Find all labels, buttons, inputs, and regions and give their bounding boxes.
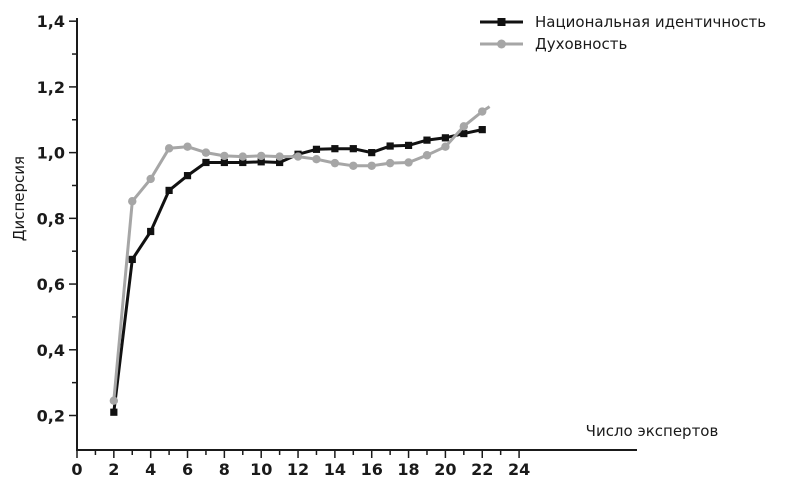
data-point-circle [201,148,211,157]
data-point-square [312,145,321,153]
y-tick-label: 0,2 [37,407,65,426]
x-tick-label: 22 [471,460,493,479]
legend-label: Духовность [535,35,627,53]
legend-label: Национальная идентичность [535,13,766,31]
data-point-circle [459,122,469,131]
data-point-circle [146,174,155,184]
data-point-circle [367,161,376,170]
data-point-square [386,142,394,150]
data-point-square [331,145,339,153]
data-point-square [441,134,449,142]
data-point-circle [257,151,266,161]
x-tick-label: 0 [71,460,82,479]
series-line [112,128,483,413]
data-point-square [478,126,486,134]
data-point-square [349,145,357,153]
data-point-square [183,172,192,180]
data-point-circle [385,158,395,168]
y-tick-label: 1,4 [37,12,65,31]
y-axis-label: Дисперсия [10,156,28,241]
series-2 [109,105,491,405]
y-tick-label: 1,0 [37,144,65,163]
data-point-circle [220,151,229,161]
data-point-square [404,141,413,149]
data-point-circle [422,151,432,160]
x-tick-label: 20 [434,460,456,479]
x-tick-label: 4 [145,460,156,479]
y-tick-label: 0,8 [37,209,65,228]
data-point-circle [164,144,174,153]
data-point-square [368,149,376,157]
series-1 [110,126,486,416]
data-point-circle [404,158,413,167]
data-point-square [128,255,136,264]
data-point-square [165,186,173,195]
data-point-circle [109,396,119,405]
data-point-square [239,158,247,167]
data-point-circle [312,154,321,164]
series-layer [109,105,491,416]
data-point-circle [293,152,303,161]
data-point-square [276,158,284,167]
data-point-circle [128,197,137,206]
x-tick-label: 8 [219,460,230,479]
y-tick-label: 1,2 [37,78,65,97]
legend-marker-square [497,18,506,26]
data-point-square [202,158,210,167]
data-point-square [423,136,431,144]
axes: 0 2 4 6 8 10 12 14 16 18 20 22 240,20,40,60,81,01,21… [37,12,637,479]
data-point-square [110,408,118,416]
x-tick-label: 2 [108,460,119,479]
data-point-square [257,158,265,166]
x-tick-label: 6 [182,460,193,479]
x-tick-label: 12 [287,460,309,479]
data-point-circle [183,142,192,151]
data-point-circle [478,107,487,116]
legend-item: Духовность [480,35,627,53]
x-axis-label: Число экспертов [586,422,719,440]
series-line [112,105,491,401]
x-tick-label: 14 [324,460,346,479]
data-point-circle [441,142,450,151]
legend-marker-circle [497,39,506,49]
data-point-square [147,227,155,236]
x-tick-label: 10 [250,460,272,479]
x-tick-label: 16 [361,460,383,479]
legend: Национальная идентичность Духовность [480,13,766,53]
data-point-circle [238,152,247,161]
x-tick-label: 24 [508,460,530,479]
data-point-square [460,129,468,138]
data-point-circle [330,158,340,168]
data-point-circle [275,152,284,161]
data-point-circle [349,161,358,170]
legend-item: Национальная идентичность [480,13,766,31]
data-point-square [220,158,228,167]
x-tick-label: 18 [397,460,419,479]
y-tick-label: 0,4 [37,341,65,360]
y-tick-label: 0,6 [37,275,65,294]
